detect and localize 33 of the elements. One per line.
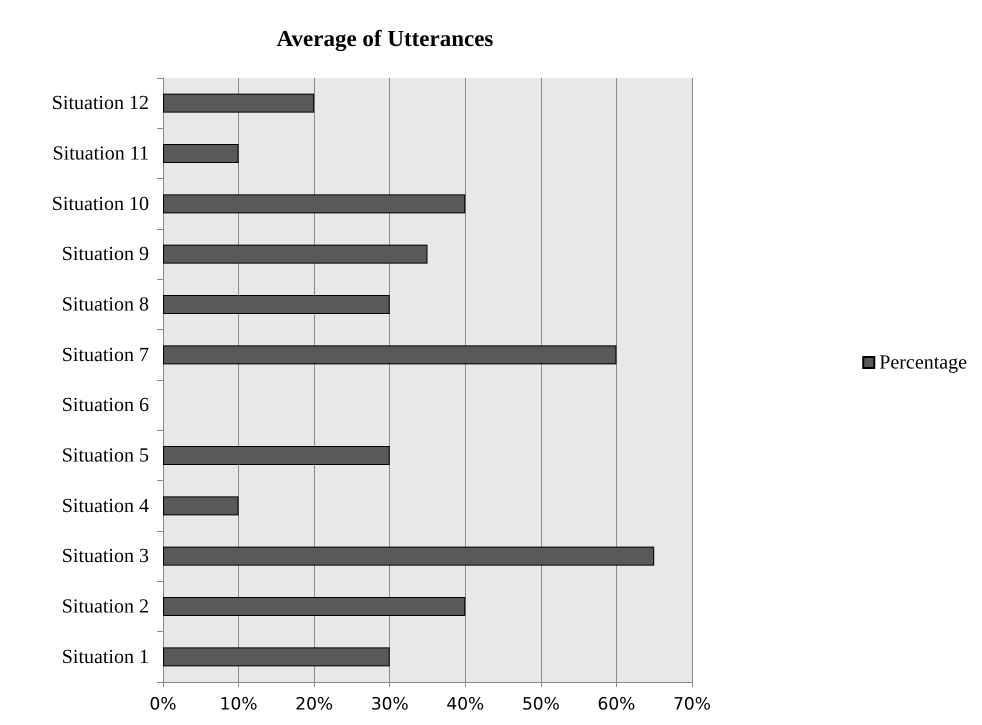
chart-title: Average of Utterances [276, 26, 494, 52]
y-tick-label: Situation 10 [52, 192, 149, 215]
legend-label: Percentage [879, 352, 968, 374]
y-tick-label: Situation 7 [62, 344, 149, 366]
y-tick-label: Situation 8 [62, 294, 149, 316]
bar [163, 244, 428, 264]
bar [163, 194, 466, 214]
bar [163, 94, 314, 113]
bar [163, 647, 390, 666]
y-tick-label: Situation 4 [62, 494, 149, 517]
y-tick-label: Situation 3 [62, 545, 149, 568]
bar [163, 144, 239, 163]
x-tick-label: 50% [522, 694, 560, 714]
y-tick-label: Situation 1 [62, 646, 149, 668]
y-tick-label: Situation 11 [52, 142, 149, 164]
x-tick-label: 10% [220, 694, 258, 714]
bar [163, 295, 390, 314]
bar [163, 546, 654, 566]
bar [163, 597, 466, 616]
y-tick-label: Situation 2 [62, 596, 149, 618]
x-tick-label: 0% [150, 694, 176, 714]
bar [163, 496, 239, 516]
y-tick-label: Situation 5 [62, 444, 149, 466]
x-tick-label: 30% [370, 694, 409, 714]
x-tick-label: 60% [598, 694, 636, 714]
y-tick-label: Situation 6 [62, 394, 149, 416]
y-tick-label: Situation 9 [62, 243, 149, 266]
x-tick-label: 20% [295, 694, 334, 714]
bar [163, 345, 616, 364]
bar [163, 446, 390, 465]
x-tick-label: 70% [673, 694, 711, 714]
x-tick-label: 40% [446, 694, 484, 714]
y-tick-label: Situation 12 [52, 92, 149, 114]
